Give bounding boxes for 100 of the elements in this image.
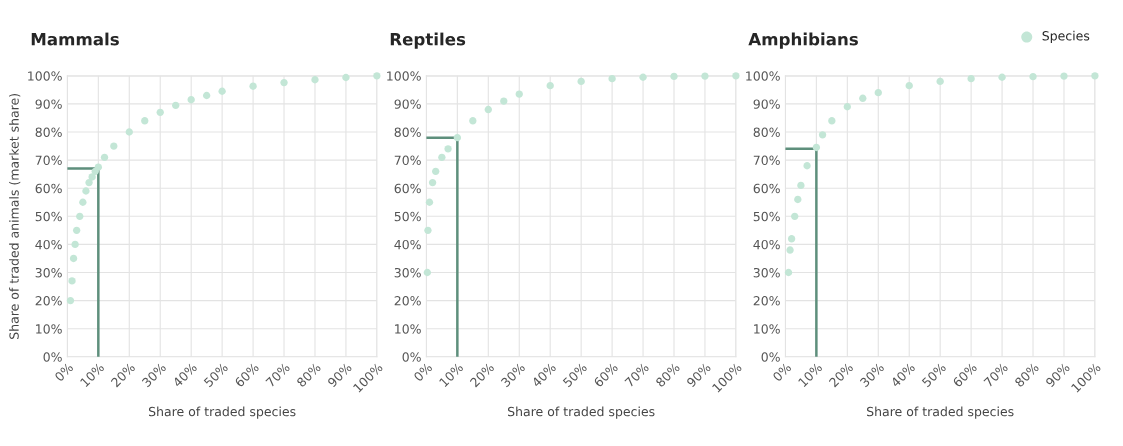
point xyxy=(1091,72,1099,80)
y-tick-label: 90% xyxy=(35,99,62,109)
point xyxy=(787,235,796,243)
x-axis-title: Share of traded species xyxy=(148,406,296,419)
point xyxy=(791,212,799,220)
point xyxy=(187,96,195,104)
y-tick-label: 70% xyxy=(394,155,421,166)
y-tick-label: 50% xyxy=(753,211,780,222)
y-tick-label: 60% xyxy=(394,183,421,194)
y-axis-title: Share of traded animals (market share) xyxy=(9,93,21,339)
point xyxy=(156,108,164,117)
point xyxy=(66,296,75,305)
y-tick-label: 60% xyxy=(753,183,780,194)
point xyxy=(202,91,211,100)
y-tick-label: 40% xyxy=(35,239,62,250)
y-tick-label: 30% xyxy=(753,267,780,278)
y-tick-label: 40% xyxy=(394,239,421,250)
point xyxy=(82,187,90,195)
point xyxy=(79,198,87,206)
point xyxy=(803,162,811,170)
y-tick-label: 100% xyxy=(387,71,421,81)
point xyxy=(428,178,437,187)
y-tick-label: 80% xyxy=(753,127,780,137)
y-tick-label: 0% xyxy=(43,352,62,362)
chart-title: Reptiles xyxy=(390,32,466,49)
point xyxy=(100,153,109,161)
x-axis-title: Share of traded species xyxy=(867,406,1014,419)
point xyxy=(859,94,867,102)
point xyxy=(818,131,827,139)
y-tick-label: 90% xyxy=(394,99,421,109)
y-tick-label: 60% xyxy=(35,183,62,194)
point xyxy=(311,76,319,84)
point xyxy=(546,81,554,90)
y-tick-label: 20% xyxy=(394,296,421,306)
chart-title: Mammals xyxy=(31,32,119,46)
point xyxy=(432,167,440,176)
point xyxy=(373,72,381,80)
point xyxy=(797,181,805,190)
point xyxy=(484,105,492,114)
point xyxy=(515,90,523,98)
y-tick-label: 40% xyxy=(753,239,780,250)
point xyxy=(1029,72,1037,81)
point xyxy=(998,73,1006,81)
point xyxy=(424,226,432,235)
y-tick-label: 50% xyxy=(394,211,421,222)
y-tick-label: 30% xyxy=(394,267,421,278)
point xyxy=(88,173,96,181)
point xyxy=(453,133,462,142)
point xyxy=(423,268,432,277)
point xyxy=(280,78,288,87)
chart-title: Amphibians xyxy=(748,32,858,49)
y-tick-label: 10% xyxy=(395,324,421,334)
point xyxy=(425,198,434,206)
x-axis-title: Share of traded species xyxy=(507,406,655,419)
point xyxy=(1060,72,1068,80)
point xyxy=(94,163,102,171)
point xyxy=(936,77,944,86)
point xyxy=(469,117,477,125)
y-tick-label: 20% xyxy=(35,296,62,306)
point xyxy=(76,212,84,220)
y-tick-label: 70% xyxy=(35,155,62,166)
point xyxy=(85,178,93,187)
point xyxy=(444,145,452,153)
point xyxy=(141,117,149,125)
y-tick-label: 90% xyxy=(753,99,780,109)
point xyxy=(874,89,882,97)
point xyxy=(72,226,81,235)
point xyxy=(68,277,76,285)
legend-label: Species xyxy=(1042,30,1090,43)
y-tick-label: 50% xyxy=(35,211,62,222)
point xyxy=(125,128,133,136)
point xyxy=(69,254,78,263)
point xyxy=(577,77,585,86)
y-tick-label: 70% xyxy=(753,155,780,166)
point xyxy=(438,153,446,161)
point xyxy=(218,87,226,95)
point xyxy=(701,72,709,80)
point xyxy=(812,143,821,152)
y-tick-label: 100% xyxy=(28,71,62,81)
y-tick-label: 10% xyxy=(36,324,62,334)
point xyxy=(732,72,740,80)
y-tick-label: 20% xyxy=(753,296,780,306)
point xyxy=(786,246,794,254)
point xyxy=(342,73,350,82)
point xyxy=(71,240,79,249)
point xyxy=(967,74,975,83)
point xyxy=(905,81,913,90)
point xyxy=(794,195,802,204)
point xyxy=(670,72,678,81)
y-tick-label: 10% xyxy=(754,324,780,334)
y-tick-label: 100% xyxy=(746,71,780,81)
y-tick-label: 30% xyxy=(35,267,62,278)
y-tick-label: 80% xyxy=(394,127,421,137)
point xyxy=(249,82,257,90)
point xyxy=(639,73,647,81)
y-tick-label: 80% xyxy=(35,127,62,137)
point xyxy=(828,117,836,125)
point xyxy=(784,268,793,277)
point xyxy=(172,101,180,109)
point xyxy=(500,97,508,105)
